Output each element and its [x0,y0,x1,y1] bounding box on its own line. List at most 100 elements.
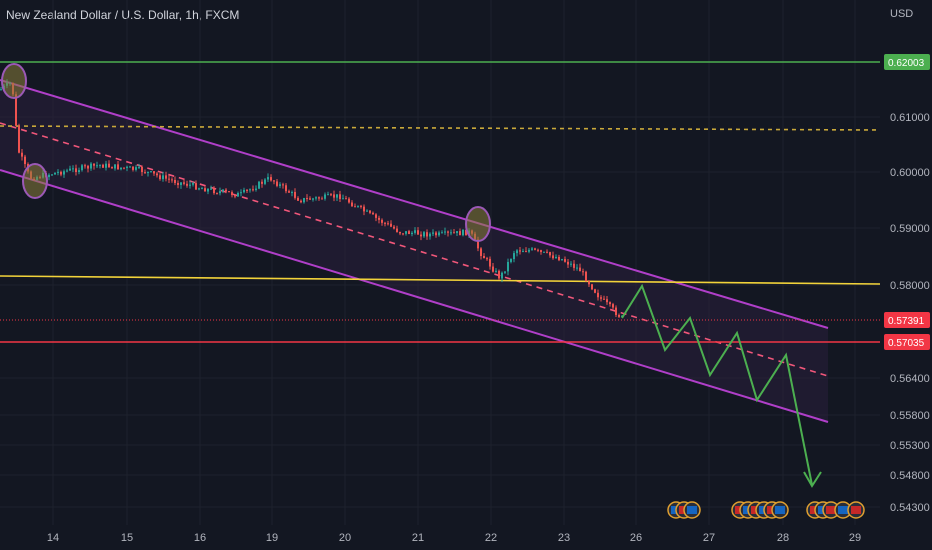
candle-body [387,223,389,225]
candle-body [159,175,161,180]
candle-body [600,297,602,299]
candle-body [360,205,362,207]
candle-body [405,231,407,234]
candle-body [114,164,116,169]
candle-body [534,248,536,250]
price-tag-label: 0.57391 [888,316,925,327]
candle-body [156,173,158,176]
candle-body [21,152,23,157]
candle-body [126,166,128,168]
candle-body [396,228,398,232]
candle-body [390,223,392,227]
price-tag-label: 0.57035 [888,338,925,349]
candle-body [519,250,521,252]
candle-body [96,165,98,167]
candle-body [594,289,596,293]
channel-lower-line [0,169,829,423]
x-tick-label: 20 [339,532,351,544]
candle-body [357,205,359,207]
candle-body [339,194,341,199]
y-tick-label: 0.54800 [890,470,930,482]
candle-body [273,180,275,182]
x-tick-label: 14 [47,532,59,544]
candle-body [615,307,617,315]
candle-body [531,248,533,250]
candle-body [585,271,587,282]
candle-body [492,266,494,272]
candle-body [192,183,194,185]
candle-body [456,231,458,233]
candle-body [270,177,272,181]
candle-body [183,182,185,184]
candle-body [561,259,563,261]
y-tick-label: 0.60000 [890,167,930,179]
y-tick-label: 0.56400 [890,373,930,385]
chart-title: New Zealand Dollar / U.S. Dollar, 1h, FX… [6,8,240,22]
x-tick-label: 19 [266,532,278,544]
candle-body [423,232,425,237]
x-tick-label: 21 [412,532,424,544]
candle-body [297,197,299,201]
candle-body [438,232,440,236]
x-tick-label: 15 [121,532,133,544]
candle-body [228,191,230,193]
horizontal-levels [0,61,881,343]
candle-body [123,167,125,169]
candle-body [327,194,329,196]
candle-body [342,198,344,200]
price-tag-badge [884,334,930,350]
time-axis: 14 15 16 19 20 21 22 23 26 27 28 29 [47,532,861,544]
candle-body [414,230,416,233]
candle-body [609,302,611,305]
candle-body [504,271,506,273]
candle-body [162,175,164,180]
candle-body [276,181,278,186]
price-channel [0,79,829,423]
candle-body [408,231,410,235]
price-tag-label: 0.62003 [888,58,925,69]
candle-body [453,232,455,234]
candle-body [66,170,68,172]
candle-body [618,314,620,317]
candle-body [252,189,254,191]
highlight-circles [1,63,491,242]
candle-body [543,251,545,253]
candle-body [318,197,320,199]
candle-body [516,250,518,254]
candle-body [69,168,71,171]
candle-body [84,165,86,167]
candle-body [501,272,503,279]
candle-body [363,206,365,212]
candle-body [246,189,248,191]
candle-body [135,167,137,170]
candle-body [348,198,350,203]
price-tag-badge [884,312,930,328]
candle-body [351,202,353,207]
candle-body [138,166,140,168]
candle-body [294,191,296,198]
candle-body [237,193,239,197]
price-axis: USD 0.61000 0.60000 0.59000 0.58000 0.56400 0.… [880,0,932,550]
candle-body [393,226,395,229]
candle-body [372,212,374,215]
candle-body [483,255,485,259]
candle-body [576,267,578,269]
candle-body [291,191,293,193]
candle-body [369,210,371,213]
candle-body [507,261,509,272]
candle-body [168,178,170,180]
candle-body [51,174,53,176]
candle-body [498,270,500,279]
x-tick-label: 26 [630,532,642,544]
candle-body [198,188,200,190]
candle-body [24,156,26,165]
candle-body [375,214,377,218]
candle-body [441,232,443,234]
candle-body [240,192,242,194]
candle-body [429,233,431,237]
candle-body [120,167,122,170]
candle-body [528,249,530,252]
candle-body [222,189,224,192]
candle-body [588,281,590,285]
